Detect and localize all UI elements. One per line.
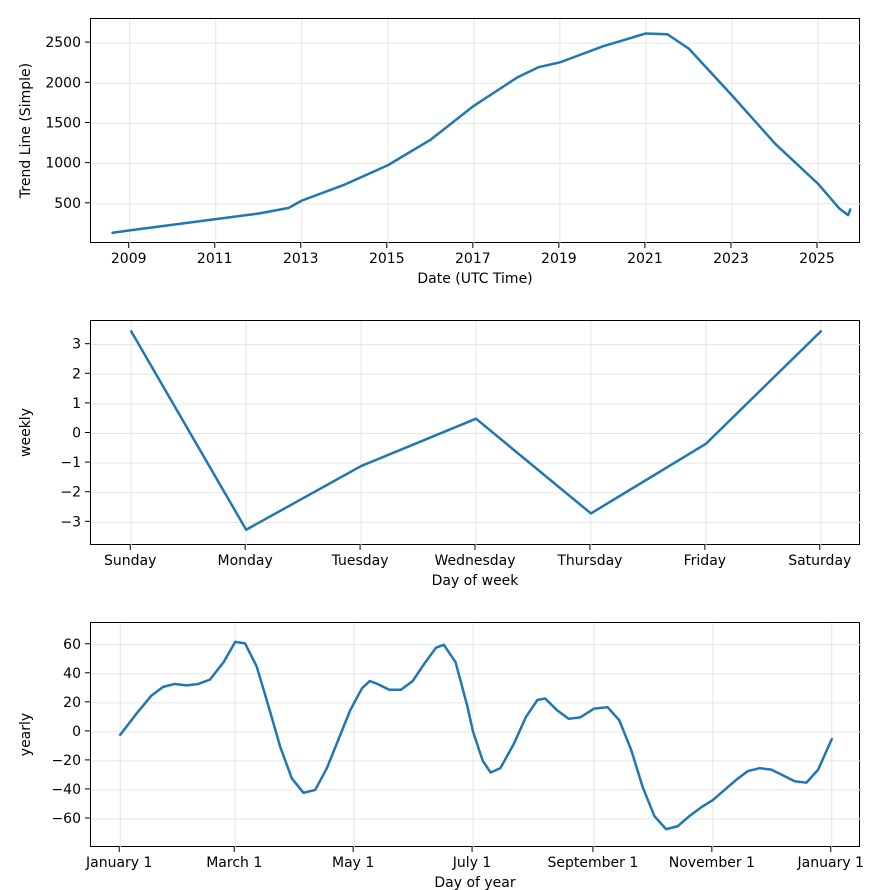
xtick-label: 2023 bbox=[713, 251, 749, 267]
ytick-label: −20 bbox=[51, 753, 81, 769]
trend-chart bbox=[91, 19, 861, 244]
xtick-label: Wednesday bbox=[434, 553, 515, 569]
x-axis-label: Day of week bbox=[432, 573, 520, 589]
xtick-label: Tuesday bbox=[331, 553, 389, 569]
trend-panel bbox=[90, 18, 860, 243]
ytick-label: −1 bbox=[60, 455, 81, 471]
ytick-label: 0 bbox=[72, 724, 81, 740]
yearly-chart bbox=[91, 623, 861, 848]
ytick-label: 1500 bbox=[45, 115, 81, 131]
xtick-label: 2025 bbox=[799, 251, 835, 267]
ytick-label: 500 bbox=[54, 196, 81, 212]
y-axis-label: weekly bbox=[18, 408, 34, 457]
xtick-label: 2013 bbox=[283, 251, 319, 267]
decomposition-figure: 2009201120132015201720192021202320255001… bbox=[0, 0, 886, 890]
ytick-label: 1000 bbox=[45, 156, 81, 172]
xtick-label: Monday bbox=[218, 553, 273, 569]
xtick-label: Thursday bbox=[556, 553, 622, 569]
ytick-label: 1 bbox=[72, 396, 81, 412]
xtick-label: 2011 bbox=[197, 251, 233, 267]
ytick-label: −3 bbox=[60, 514, 81, 530]
xtick-label: 2017 bbox=[455, 251, 491, 267]
yearly-panel bbox=[90, 622, 860, 847]
x-axis-label: Day of year bbox=[434, 875, 516, 890]
xtick-label: May 1 bbox=[332, 855, 374, 871]
ytick-label: −40 bbox=[51, 782, 81, 798]
weekly-panel bbox=[90, 320, 860, 545]
xtick-label: 2015 bbox=[369, 251, 405, 267]
ytick-label: 20 bbox=[63, 695, 81, 711]
xtick-label: July 1 bbox=[452, 855, 492, 871]
ytick-label: 2500 bbox=[45, 35, 81, 51]
xtick-label: Saturday bbox=[788, 553, 851, 569]
ytick-label: 3 bbox=[72, 337, 81, 353]
ytick-label: 2 bbox=[72, 366, 81, 382]
xtick-label: 2009 bbox=[111, 251, 147, 267]
xtick-label: Friday bbox=[684, 553, 726, 569]
weekly-chart bbox=[91, 321, 861, 546]
xtick-label: Sunday bbox=[104, 553, 156, 569]
xtick-label: 2021 bbox=[627, 251, 663, 267]
y-axis-label: Trend Line (Simple) bbox=[18, 63, 34, 199]
xtick-label: September 1 bbox=[548, 855, 639, 871]
x-axis-label: Date (UTC Time) bbox=[417, 271, 532, 287]
xtick-label: January 1 bbox=[797, 855, 864, 871]
xtick-label: March 1 bbox=[206, 855, 262, 871]
ytick-label: 60 bbox=[63, 637, 81, 653]
ytick-label: −60 bbox=[51, 811, 81, 827]
y-axis-label: yearly bbox=[18, 713, 34, 756]
xtick-label: November 1 bbox=[669, 855, 755, 871]
ytick-label: 40 bbox=[63, 666, 81, 682]
xtick-label: January 1 bbox=[85, 855, 152, 871]
ytick-label: 0 bbox=[72, 426, 81, 442]
xtick-label: 2019 bbox=[541, 251, 577, 267]
ytick-label: 2000 bbox=[45, 75, 81, 91]
ytick-label: −2 bbox=[60, 485, 81, 501]
